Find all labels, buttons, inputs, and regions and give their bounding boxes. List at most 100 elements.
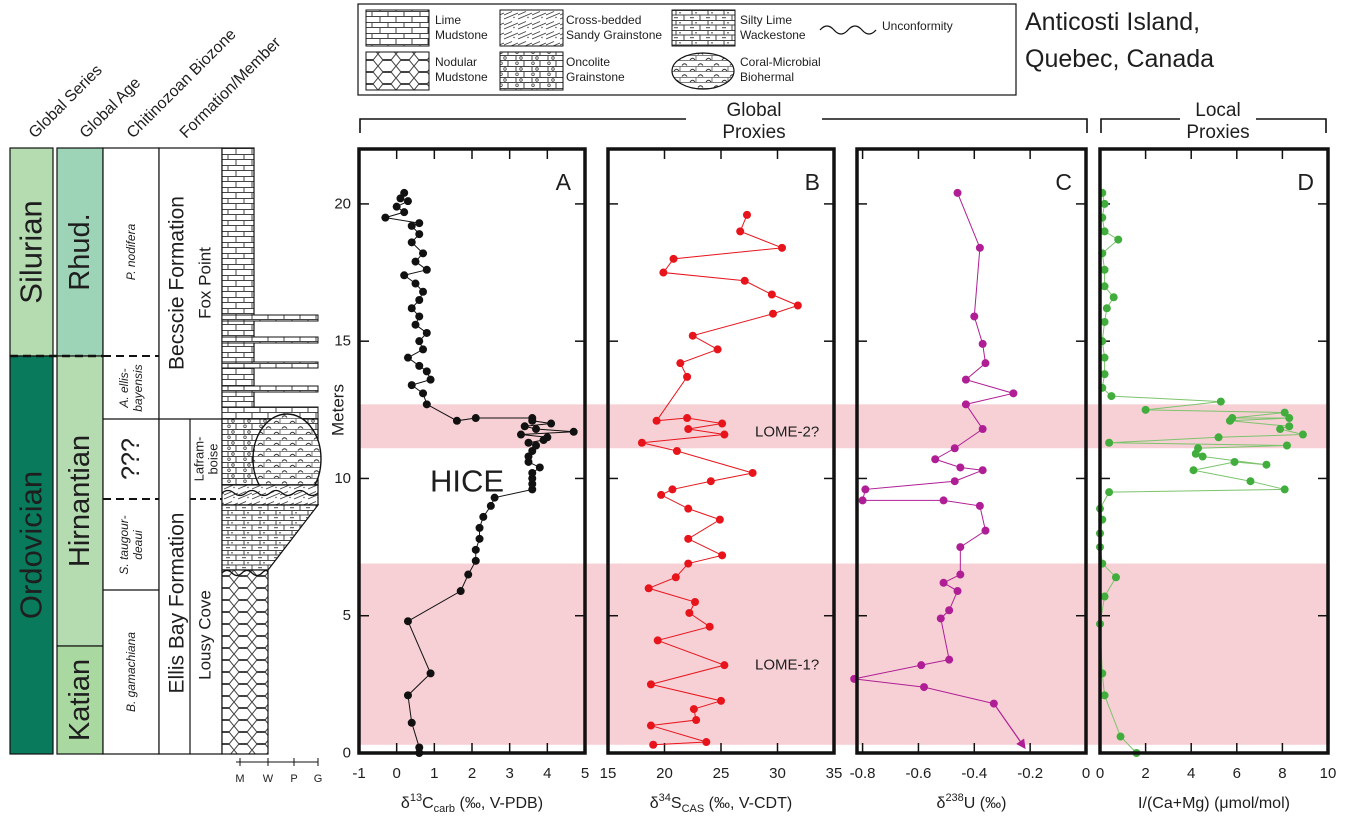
panel-a-point: [426, 375, 435, 384]
panel-a-point: [381, 213, 390, 222]
legend-silty-1: Silty Lime: [740, 13, 792, 27]
panel-d-point: [1262, 460, 1271, 469]
panel-a-point: [407, 381, 416, 390]
panel-d-point: [1100, 199, 1109, 208]
band-label-lome-1: LOME-1?: [755, 657, 819, 674]
panel-c-point: [861, 485, 870, 494]
hice-annotation: HICE: [430, 464, 504, 499]
panel-a-point: [471, 545, 480, 554]
panel-a-point: [475, 523, 484, 532]
age-hirnantian-label: Hirnantian: [64, 435, 96, 567]
lome-band-2: [359, 563, 1330, 745]
panel-a-point: [419, 249, 428, 258]
panel-c-xtick-label: -0.2: [1017, 765, 1043, 782]
y-tick-label: 20: [334, 195, 351, 212]
panel-b-point: [720, 661, 729, 670]
panel-a-point: [471, 414, 480, 423]
panel-b-point: [718, 419, 727, 428]
panel-d-point: [1276, 425, 1285, 434]
panel-a-point: [471, 556, 480, 565]
panel-b-point: [793, 301, 802, 310]
panel-b-point: [684, 534, 693, 543]
panel-a-point: [520, 422, 529, 431]
panel-a-point: [569, 427, 578, 436]
legend-oncolite-2: Grainstone: [566, 70, 625, 84]
panel-d-point: [1216, 397, 1225, 406]
location-title-2: Quebec, Canada: [1025, 45, 1214, 73]
global-label-1: Global: [727, 100, 782, 121]
y-axis-label: Meters: [329, 384, 348, 436]
panel-b-point: [692, 716, 701, 725]
panel-d-point: [1282, 441, 1291, 450]
biozone-taug-2: deaui: [131, 530, 145, 560]
band-label-lome-2: LOME-2?: [755, 423, 819, 440]
panel-b-point: [637, 438, 646, 447]
panel-c-point: [953, 188, 962, 197]
panel-d: 0 2 4 6 8 10 D I/(Ca+Mg) (μmol/mol): [1096, 147, 1336, 812]
panel-c-point: [981, 359, 990, 368]
panel-c-point: [950, 477, 959, 486]
panel-a-frame: [357, 147, 587, 755]
panel-a-xtick-label: -1: [352, 765, 365, 782]
panel-d-point: [1189, 466, 1198, 475]
y-tick-label: 10: [334, 470, 351, 487]
panel-b-point: [685, 608, 694, 617]
unconformity-line-1: [221, 489, 319, 497]
panel-a-point: [400, 208, 409, 217]
panel-d-point: [1116, 732, 1125, 741]
panel-c-point: [939, 496, 948, 505]
panel-b-xlabel: δ34SCAS (‰, V-CDT): [650, 792, 792, 815]
panel-b-point: [683, 414, 692, 423]
panel-a-point: [415, 337, 424, 346]
member-laframboise-2: boise: [206, 443, 221, 474]
panel-a-xtick-label: 2: [468, 765, 476, 782]
panel-d-point: [1214, 433, 1223, 442]
panel-b-point: [668, 485, 677, 494]
lithology-lime-bed-4: [221, 385, 319, 393]
legend-swatch-nodular: [365, 51, 430, 91]
panel-a-point: [422, 367, 431, 376]
panel-a-point: [532, 441, 541, 450]
legend-lime-1: Lime: [435, 13, 461, 27]
lithology-lime-bed-3: [221, 361, 319, 369]
panel-d-point: [1114, 235, 1123, 244]
panel-d-point: [1198, 452, 1207, 461]
panel-b-point: [691, 598, 700, 606]
panel-b-point: [768, 309, 777, 318]
legend-swatch-silty: [671, 9, 736, 47]
panel-a-point: [411, 257, 420, 266]
panel-c-point: [1009, 389, 1018, 398]
panel-a-point: [528, 414, 537, 423]
series-ordovician-box: [9, 355, 54, 755]
panel-b-point: [720, 430, 729, 439]
panel-c-point: [917, 661, 926, 670]
panel-b-point: [644, 584, 653, 593]
panel-b-frame: [606, 147, 836, 755]
panel-d-point: [1111, 573, 1120, 582]
strat-column: Global Series Global Age Chitinozoan Bio…: [9, 26, 323, 785]
lithology-legend: Lime Mudstone Cross-bedded Sandy Grainst…: [357, 3, 1017, 96]
panel-b-point: [702, 738, 711, 747]
age-katian-box: [56, 645, 104, 755]
panel-d-frame: [1098, 147, 1330, 755]
grain-label-m: M: [235, 773, 244, 785]
panel-b-point: [778, 243, 787, 252]
panel-d-point: [1280, 485, 1289, 494]
panel-b-point: [683, 372, 692, 381]
panel-d-letter: D: [1297, 169, 1314, 195]
panel-c-point: [956, 570, 965, 579]
panel-a-point: [403, 197, 412, 206]
panel-b-point: [742, 210, 751, 219]
panel-b-point: [649, 740, 658, 749]
panel-b-point: [684, 559, 693, 568]
panel-a-point: [407, 304, 416, 313]
panel-d-xtick-label: 0: [1096, 765, 1104, 782]
panel-d-point: [1230, 457, 1239, 466]
panel-b-point: [688, 331, 697, 340]
panel-c-point: [961, 375, 970, 384]
lithology-nodular: [221, 569, 269, 755]
grain-label-g: G: [314, 773, 323, 785]
lithology-lime-bed-2: [221, 336, 319, 344]
